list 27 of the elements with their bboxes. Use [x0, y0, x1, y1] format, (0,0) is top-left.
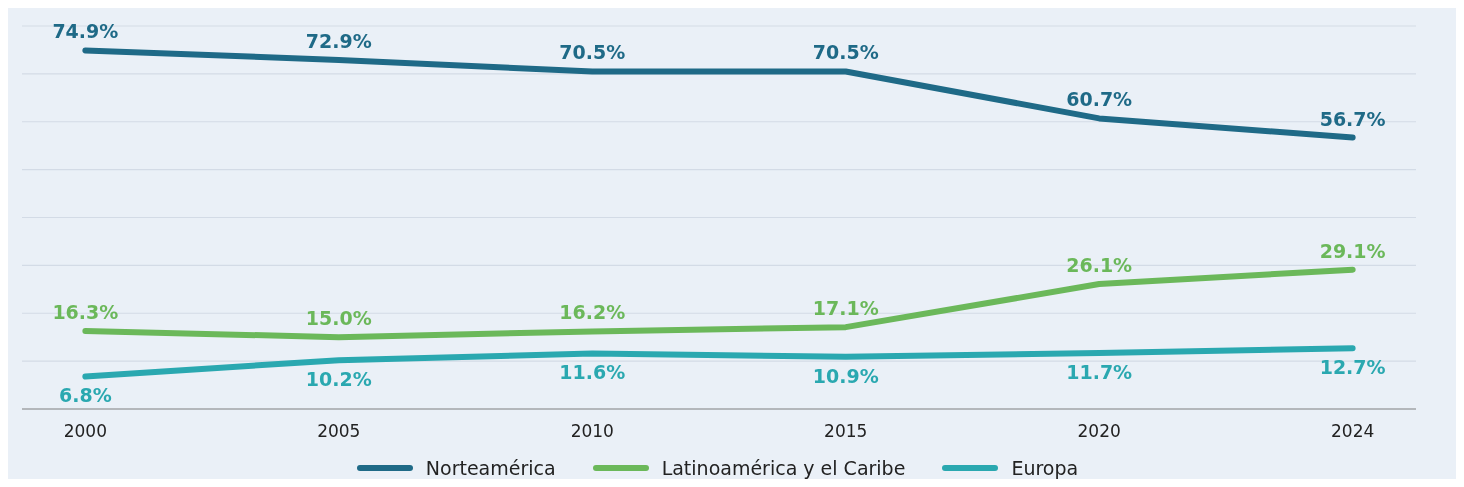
data-label: 11.7%	[1066, 360, 1133, 383]
data-label: 72.9%	[305, 29, 372, 52]
x-tick-label: 2024	[1331, 421, 1375, 442]
data-label: 16.2%	[559, 301, 626, 324]
legend-label: Europa	[1011, 457, 1079, 479]
x-tick-label: 2000	[63, 421, 107, 442]
x-tick-label: 2015	[824, 421, 868, 442]
data-label: 16.3%	[52, 300, 119, 323]
data-label: 56.7%	[1319, 107, 1386, 130]
data-label: 74.9%	[52, 20, 119, 43]
data-label: 70.5%	[559, 41, 626, 64]
x-tick-label: 2010	[570, 421, 614, 442]
data-label: 6.8%	[59, 384, 112, 407]
data-label: 29.1%	[1319, 239, 1386, 262]
data-label: 10.9%	[812, 364, 879, 387]
data-label: 15.0%	[305, 307, 372, 330]
data-label: 12.7%	[1319, 356, 1386, 379]
data-label: 11.6%	[559, 361, 626, 384]
data-label: 17.1%	[812, 297, 879, 320]
legend-label: Norteamérica	[425, 457, 556, 479]
data-label: 60.7%	[1066, 88, 1133, 111]
x-tick-label: 2005	[317, 421, 361, 442]
x-tick-label: 2020	[1077, 421, 1121, 442]
data-label: 26.1%	[1066, 254, 1133, 277]
data-label: 70.5%	[812, 41, 879, 64]
data-label: 10.2%	[305, 368, 372, 391]
legend-label: Latinoamérica y el Caribe	[661, 457, 906, 479]
